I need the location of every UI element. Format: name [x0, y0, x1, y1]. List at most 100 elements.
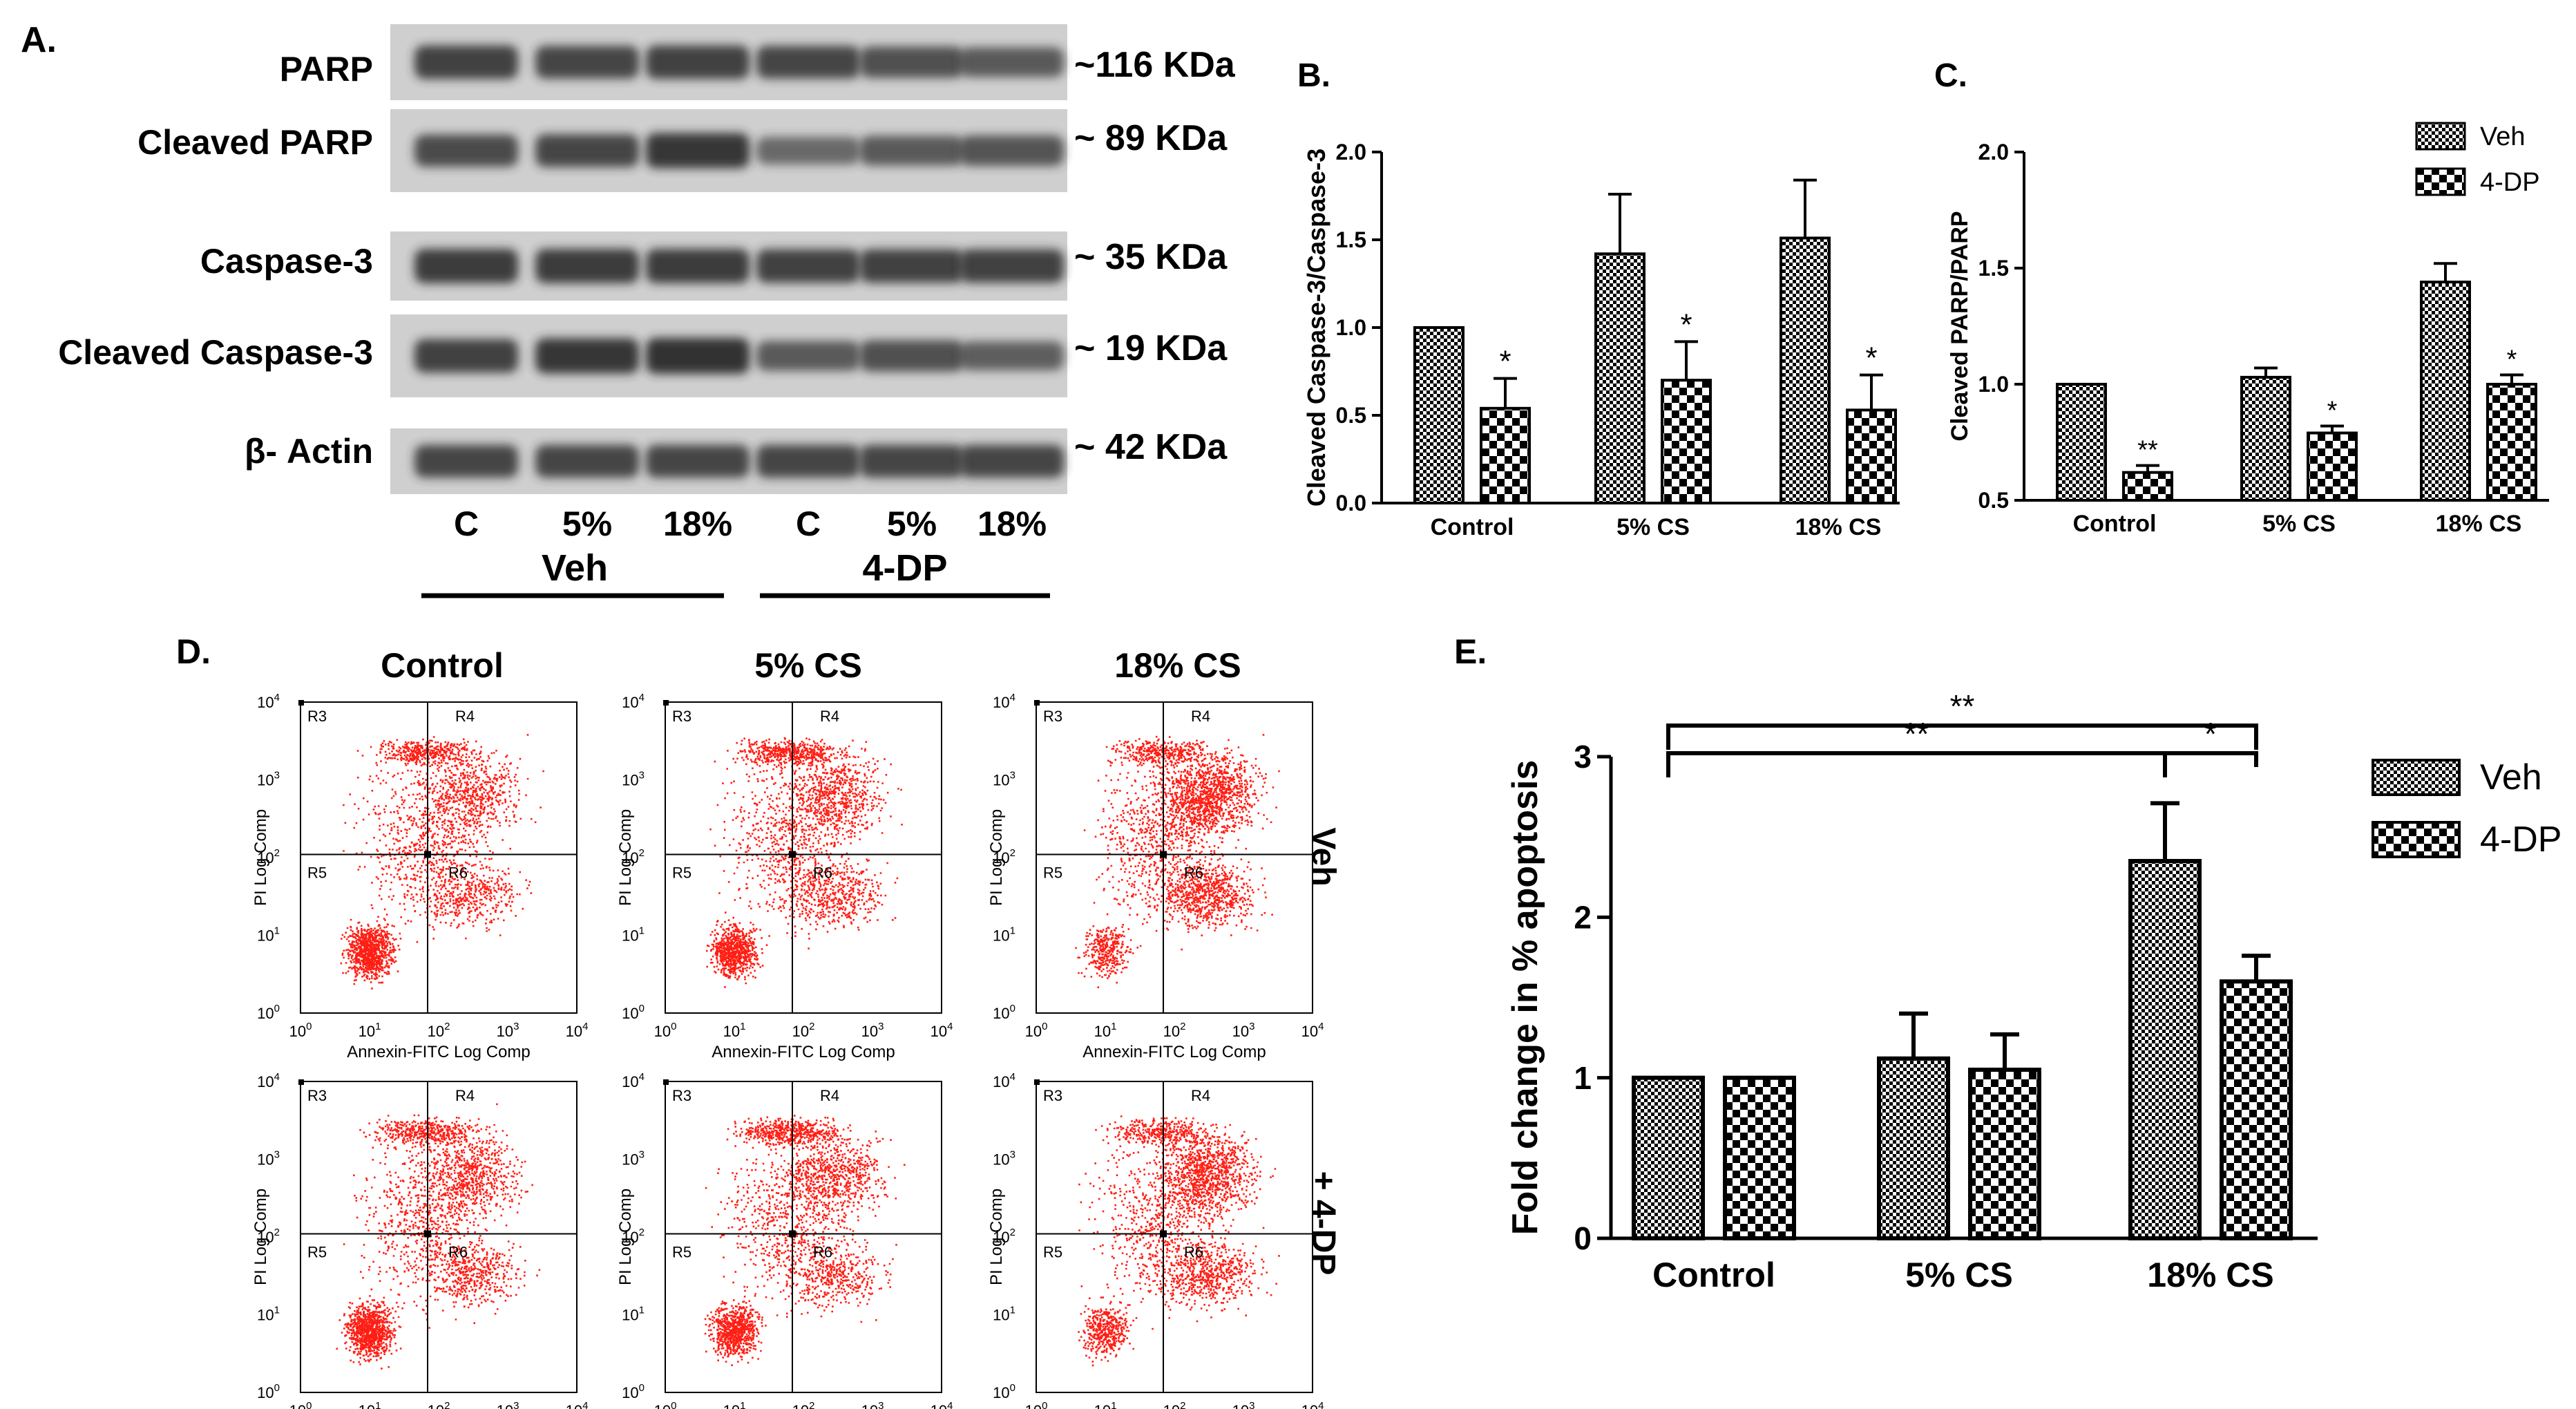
lane-label: C: [454, 504, 479, 543]
lane-label: 18%: [663, 504, 732, 543]
flow-plot: R3R4R5R6100100101101102102103103104104An…: [616, 1071, 953, 1409]
bar-4-dp: [2220, 979, 2293, 1241]
chart-e: E. 0 1 2 3 Fold change in % apoptosis Control…: [1454, 632, 2561, 1294]
flow-plots: R3 R4 R5 R6 100 100 101 101 102 102 103 103 104 104 An…: [251, 692, 1324, 1409]
y-axis-title: PI Log Comp: [616, 1189, 635, 1285]
legend-label: 4-DP: [2480, 168, 2540, 197]
region-label: R6: [448, 864, 468, 882]
x-tick-label: 102: [428, 1400, 450, 1409]
quadrant-center: [424, 851, 431, 858]
bar-veh: [1632, 1075, 1705, 1240]
x-tick-label: 101: [359, 1400, 381, 1409]
y-axis-title: PI Log Comp: [987, 809, 1006, 906]
blot-band: [414, 444, 518, 478]
y-tick-label: 2.0: [1978, 140, 2009, 164]
bar-veh: [2056, 383, 2107, 502]
x-axis-title: Annexin-FITC Log Comp: [1082, 1043, 1266, 1061]
x-tick-label: 104: [566, 1400, 589, 1409]
blot-band: [535, 249, 639, 283]
y-axis-title: Fold change in % apoptosis: [1505, 760, 1545, 1236]
blot-band: [414, 45, 518, 79]
y-tick-label: 0.5: [1336, 403, 1366, 428]
y-tick-label: 2.0: [1336, 140, 1366, 164]
region-label: R3: [307, 708, 327, 725]
blot-band: [756, 249, 860, 283]
blot-band: [646, 133, 750, 169]
y-tick-label: 1.5: [1978, 256, 2009, 281]
x-tick-label: 101: [1094, 1400, 1117, 1409]
blot-band: [414, 134, 518, 167]
y-tick-label: 1.5: [1336, 227, 1366, 252]
region-label: R6: [813, 1244, 832, 1261]
x-tick-label: 104: [566, 1021, 589, 1040]
x-axis-title: Annexin-FITC Log Comp: [712, 1043, 895, 1061]
x-tick-label: 101: [359, 1021, 381, 1040]
region-label: R5: [307, 1244, 327, 1261]
panel-e-label: E.: [1454, 632, 1487, 671]
x-tick-label: 100: [654, 1021, 677, 1040]
blot-band: [756, 46, 860, 79]
blot-band: [535, 134, 639, 167]
blot-band: [646, 444, 750, 478]
blot-band: [414, 339, 518, 373]
legend-label: Veh: [2480, 757, 2542, 797]
significance-mark: *: [2327, 396, 2338, 425]
quadrant-center: [1160, 851, 1167, 858]
region-label: R3: [672, 1087, 691, 1104]
category-label: 18% CS: [1795, 514, 1882, 540]
y-tick-label: 103: [993, 770, 1015, 789]
blot-band: [860, 46, 964, 78]
y-tick-label: 100: [622, 1382, 645, 1401]
region-label: R3: [1043, 1087, 1062, 1104]
panel-b-label: B.: [1297, 57, 1330, 94]
bar-4-dp: [1968, 1068, 2041, 1241]
quadrant-center: [789, 1230, 796, 1238]
y-axis-title: PI Log Comp: [616, 809, 635, 906]
legend-label: Veh: [2480, 122, 2526, 151]
significance-bracket: [2163, 751, 2258, 767]
blot-band: [646, 45, 750, 79]
significance-mark: *: [2507, 346, 2517, 375]
bar-4-dp: [1846, 408, 1897, 504]
x-tick-label: 101: [723, 1400, 746, 1409]
flow-events: [336, 1103, 541, 1370]
legend-swatch: [2415, 122, 2466, 151]
blot-band: [756, 137, 860, 164]
blot-band: [535, 444, 639, 478]
blot-band: [646, 249, 750, 283]
corner-marker: [298, 700, 304, 706]
legend-c: Veh 4-DP: [2415, 122, 2540, 197]
y-tick-label: 101: [622, 925, 645, 945]
blot-band: [535, 338, 639, 374]
x-tick-label: 102: [1163, 1021, 1186, 1040]
x-tick-label: 104: [931, 1400, 953, 1409]
significance-mark: *: [1680, 308, 1692, 341]
lane-labels: C 5% 18% C 5% 18%: [454, 504, 1047, 543]
flow-events: [340, 734, 544, 990]
y-tick-label: 101: [993, 925, 1015, 945]
region-label: R5: [672, 864, 691, 882]
western-blot-panel: A. PARP ~116 KDa Cleaved PARP ~ 89 KDa Caspa…: [21, 20, 1236, 598]
quadrant-center: [424, 1230, 431, 1238]
y-tick-label: 104: [257, 1071, 280, 1090]
y-tick-label: 103: [257, 1149, 280, 1169]
lane-label: 18%: [977, 504, 1047, 543]
category-label: Control: [1652, 1256, 1775, 1294]
lane-label: 5%: [562, 504, 612, 543]
y-tick-label: 103: [993, 1149, 1015, 1169]
blot-row-kda: ~ 42 KDa: [1074, 427, 1228, 467]
region-label: R6: [1184, 864, 1203, 882]
region-label: R4: [455, 708, 475, 725]
x-tick-label: 103: [497, 1400, 519, 1409]
blot-band: [646, 338, 750, 374]
region-label: R3: [672, 708, 691, 725]
bar-4-dp: [1480, 406, 1531, 505]
significance-mark: *: [1865, 341, 1877, 375]
x-tick-label: 100: [654, 1400, 677, 1409]
legend-label: 4-DP: [2480, 820, 2561, 860]
bar-veh: [2420, 281, 2471, 502]
x-tick-label: 103: [1232, 1021, 1255, 1040]
